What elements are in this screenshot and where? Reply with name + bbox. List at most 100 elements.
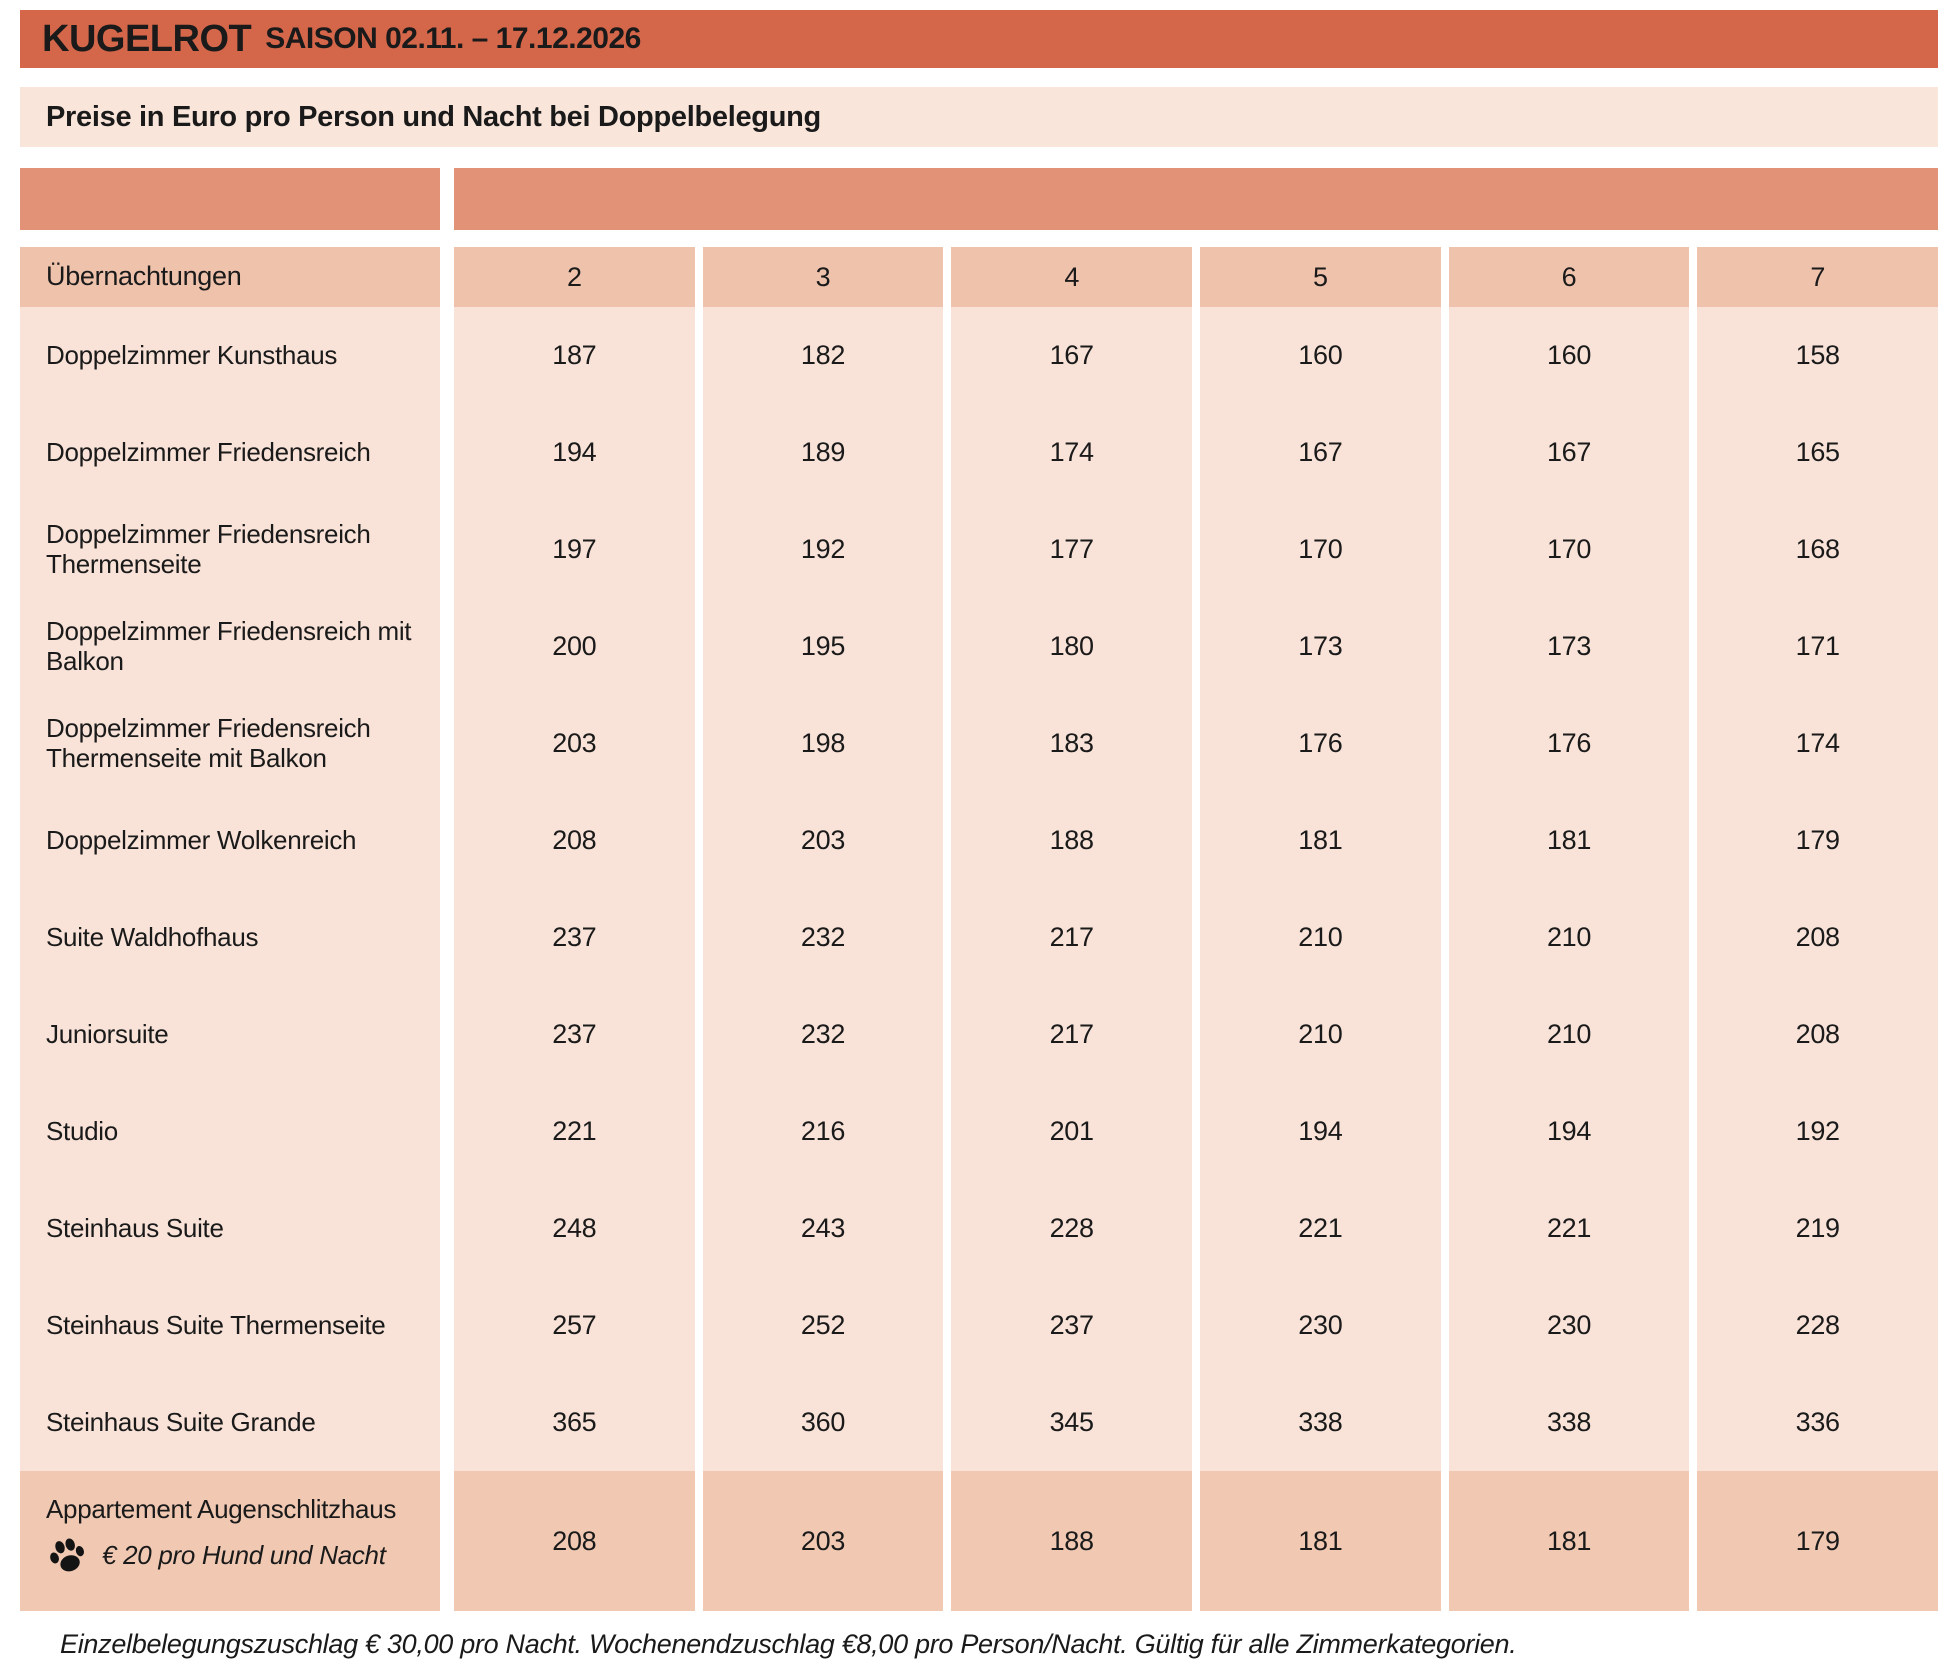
price-cell: 232	[702, 889, 944, 986]
column-header-night: 4	[951, 247, 1193, 307]
price-cell: 188	[951, 792, 1193, 889]
price-cell: 219	[1697, 1180, 1939, 1277]
price-cell: 360	[702, 1374, 944, 1471]
page-title: KUGELROT	[42, 17, 252, 60]
price-cell: 192	[702, 501, 944, 598]
price-cell: 232	[702, 986, 944, 1083]
room-name: Doppelzimmer Friedensreich mit Balkon	[20, 598, 440, 695]
room-name: Appartement Augenschlitzhaus	[46, 1494, 397, 1524]
price-cell: 230	[1448, 1277, 1690, 1374]
price-cell: 181	[1200, 1471, 1441, 1611]
price-cell: 203	[702, 1471, 944, 1611]
price-cell: 173	[1448, 598, 1690, 695]
price-cell: 248	[454, 1180, 695, 1277]
price-cell: 171	[1697, 598, 1939, 695]
price-cell: 365	[454, 1374, 695, 1471]
price-cell: 203	[702, 792, 944, 889]
price-cell: 174	[1697, 695, 1939, 792]
table-row: Studio 221 216 201 194 194 192	[20, 1083, 1939, 1180]
price-cell: 230	[1200, 1277, 1441, 1374]
price-cell: 170	[1448, 501, 1690, 598]
column-header-night: 3	[702, 247, 944, 307]
table-body: Doppelzimmer Kunsthaus 187 182 167 160 160 158…	[20, 307, 1939, 1471]
room-name: Doppelzimmer Wolkenreich	[20, 792, 440, 889]
price-cell: 208	[454, 792, 695, 889]
column-header-night: 7	[1697, 247, 1939, 307]
price-cell: 194	[454, 404, 695, 501]
price-cell: 188	[951, 1471, 1193, 1611]
column-header-night: 5	[1200, 247, 1441, 307]
table-row: Doppelzimmer Friedensreich 194 189 174 167 16…	[20, 404, 1939, 501]
price-cell: 176	[1200, 695, 1441, 792]
room-name: Doppelzimmer Friedensreich Thermenseite …	[20, 695, 440, 792]
table-row: Doppelzimmer Friedensreich Thermenseite …	[20, 695, 1939, 792]
price-cell: 182	[702, 307, 944, 404]
price-cell: 192	[1697, 1083, 1939, 1180]
price-cell: 228	[1697, 1277, 1939, 1374]
price-cell: 160	[1448, 307, 1690, 404]
price-cell: 174	[951, 404, 1193, 501]
table-row: Steinhaus Suite Thermenseite 257 252 237 230…	[20, 1277, 1939, 1374]
price-cell: 210	[1200, 986, 1441, 1083]
price-cell: 181	[1448, 1471, 1690, 1611]
price-cell: 197	[454, 501, 695, 598]
price-cell: 167	[1200, 404, 1441, 501]
price-cell: 237	[454, 986, 695, 1083]
price-cell: 167	[1448, 404, 1690, 501]
decorative-band-left	[20, 168, 440, 230]
title-bar: KUGELROT SAISON 02.11. – 17.12.2026	[20, 10, 1938, 68]
price-cell: 194	[1200, 1083, 1441, 1180]
footer-note: Einzelbelegungszuschlag € 30,00 pro Nach…	[60, 1629, 1517, 1659]
table-row: Doppelzimmer Friedensreich mit Balkon 200…	[20, 598, 1939, 695]
price-list-page: KUGELROT SAISON 02.11. – 17.12.2026 Prei…	[20, 10, 1939, 1660]
price-cell: 183	[951, 695, 1193, 792]
table-row-appartement: Appartement Augenschlitzhaus € 20 pro Hu…	[20, 1471, 1939, 1611]
room-name: Studio	[20, 1083, 440, 1180]
subtitle-text: Preise in Euro pro Person und Nacht bei …	[46, 100, 821, 133]
room-name: Steinhaus Suite Grande	[20, 1374, 440, 1471]
room-name: Steinhaus Suite Thermenseite	[20, 1277, 440, 1374]
price-cell: 208	[1697, 986, 1939, 1083]
room-name: Steinhaus Suite	[20, 1180, 440, 1277]
price-cell: 189	[702, 404, 944, 501]
price-cell: 336	[1697, 1374, 1939, 1471]
price-cell: 217	[951, 986, 1193, 1083]
subtitle-bar: Preise in Euro pro Person und Nacht bei …	[20, 87, 1938, 147]
price-cell: 243	[702, 1180, 944, 1277]
price-cell: 237	[454, 889, 695, 986]
price-cell: 210	[1448, 889, 1690, 986]
decorative-band	[20, 168, 1938, 230]
price-cell: 201	[951, 1083, 1193, 1180]
room-name: Doppelzimmer Friedensreich Thermenseite	[20, 501, 440, 598]
price-cell: 158	[1697, 307, 1939, 404]
dog-fee-note: € 20 pro Hund und Nacht	[102, 1539, 386, 1570]
price-cell: 228	[951, 1180, 1193, 1277]
column-header-night: 6	[1448, 247, 1690, 307]
price-cell: 216	[702, 1083, 944, 1180]
price-cell: 237	[951, 1277, 1193, 1374]
price-cell: 165	[1697, 404, 1939, 501]
price-cell: 180	[951, 598, 1193, 695]
price-cell: 210	[1448, 986, 1690, 1083]
price-cell: 160	[1200, 307, 1441, 404]
price-cell: 187	[454, 307, 695, 404]
table-row: Doppelzimmer Friedensreich Thermenseite 1…	[20, 501, 1939, 598]
price-cell: 338	[1200, 1374, 1441, 1471]
price-cell: 173	[1200, 598, 1441, 695]
price-cell: 221	[454, 1083, 695, 1180]
price-cell: 198	[702, 695, 944, 792]
price-cell: 208	[454, 1471, 695, 1611]
room-name: Doppelzimmer Friedensreich	[20, 404, 440, 501]
table-row: Juniorsuite 237 232 217 210 210 208	[20, 986, 1939, 1083]
price-cell: 170	[1200, 501, 1441, 598]
room-name: Juniorsuite	[20, 986, 440, 1083]
price-cell: 345	[951, 1374, 1193, 1471]
price-cell: 221	[1448, 1180, 1690, 1277]
column-header-nights: Übernachtungen	[20, 247, 440, 307]
column-header-night: 2	[454, 247, 695, 307]
table-row: Steinhaus Suite 248 243 228 221 221 219	[20, 1180, 1939, 1277]
price-cell: 217	[951, 889, 1193, 986]
decorative-band-right	[454, 168, 1938, 230]
